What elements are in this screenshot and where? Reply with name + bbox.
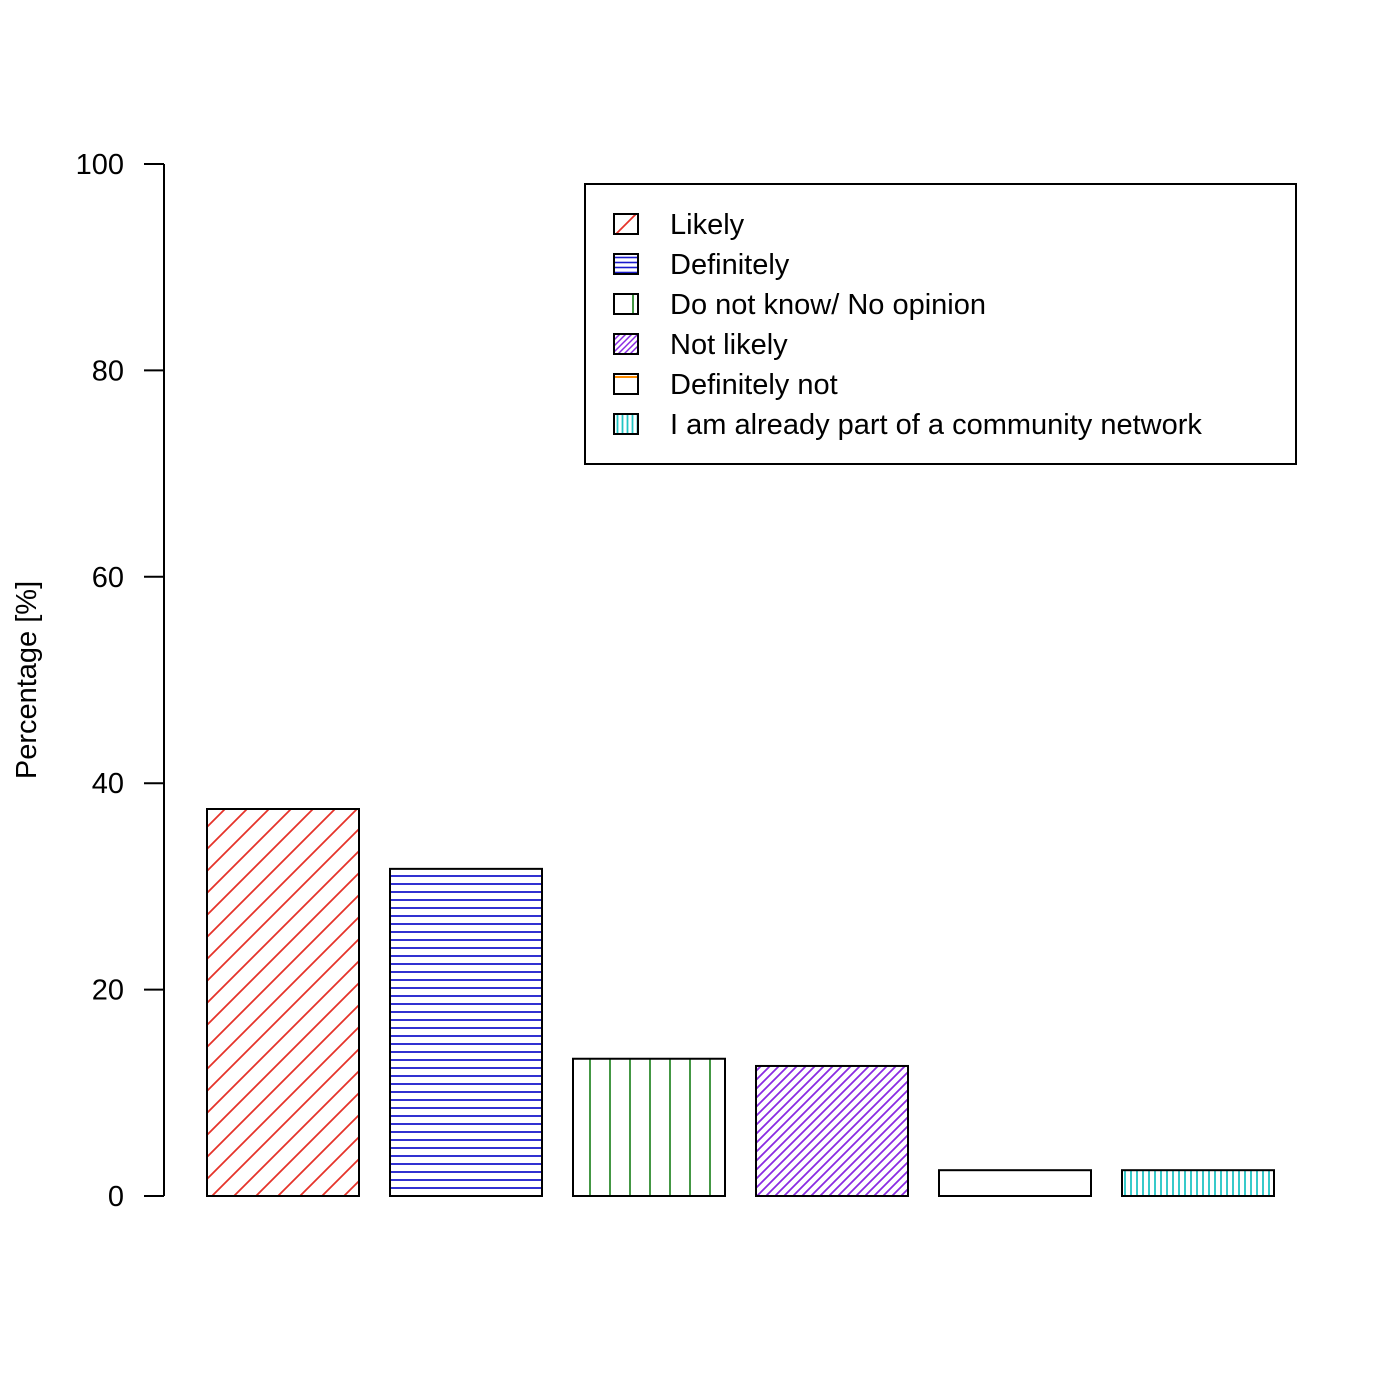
bar	[206, 808, 360, 1197]
bar-pattern	[573, 1058, 725, 1196]
bar-pattern	[1122, 1170, 1274, 1196]
y-axis-title: Percentage [%]	[11, 581, 43, 779]
bar	[938, 1169, 1092, 1197]
legend-swatch-pattern	[614, 414, 638, 434]
legend-label: Definitely not	[670, 369, 838, 401]
legend: Likely Definitely Do not know/ No opinion N…	[584, 183, 1297, 465]
legend-swatch	[613, 373, 639, 395]
bar-pattern	[390, 868, 542, 1196]
y-tick-label: 100	[76, 149, 124, 181]
legend-label: Do not know/ No opinion	[670, 289, 986, 321]
bar	[1121, 1169, 1275, 1197]
legend-swatch-pattern	[614, 374, 638, 394]
legend-label: Definitely	[670, 249, 790, 281]
legend-swatch	[613, 413, 639, 435]
bar	[389, 867, 543, 1198]
legend-swatch	[613, 333, 639, 355]
legend-label: Not likely	[670, 329, 788, 361]
legend-swatch	[613, 253, 639, 275]
legend-swatch-pattern	[614, 214, 638, 234]
y-tick-label: 60	[92, 562, 124, 594]
legend-swatch	[613, 213, 639, 235]
legend-label: Likely	[670, 209, 745, 241]
legend-label: I am already part of a community network	[670, 409, 1202, 441]
legend-swatch	[613, 293, 639, 315]
legend-swatch-pattern	[614, 334, 638, 354]
bars-group	[206, 808, 1275, 1198]
bar-pattern	[756, 1065, 908, 1196]
legend-box	[584, 183, 1297, 465]
y-tick-label: 20	[92, 975, 124, 1007]
y-axis: 0 20 40 60 80 100	[76, 149, 165, 1213]
bar-pattern	[207, 809, 359, 1196]
bar	[572, 1057, 726, 1198]
y-tick-label: 80	[92, 355, 124, 387]
y-tick-label: 40	[92, 768, 124, 800]
legend-swatch-pattern	[614, 254, 638, 274]
bar	[755, 1064, 909, 1198]
legend-swatch-pattern	[614, 294, 638, 314]
y-tick-label: 0	[108, 1181, 124, 1213]
bar-pattern	[939, 1170, 1091, 1196]
